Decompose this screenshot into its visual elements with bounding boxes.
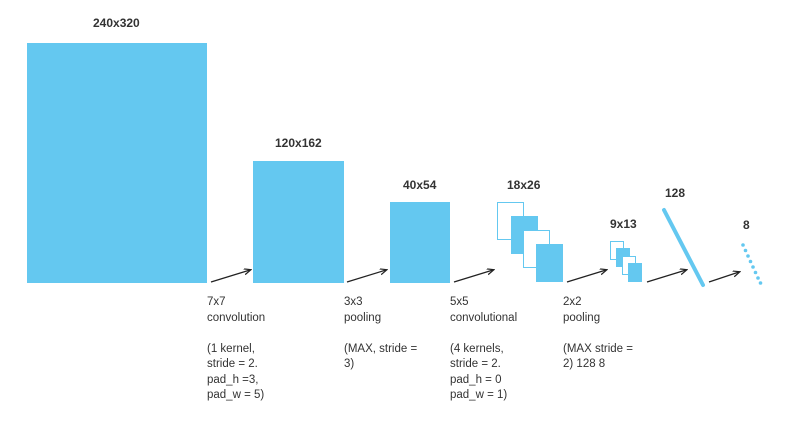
pool1-output-block — [390, 202, 450, 283]
arrow-fc1-to-fc2 — [708, 272, 739, 283]
arrow-input-to-conv1 — [210, 270, 250, 283]
conv2-operation-description: 5x5 convolutional (4 kernels, stride = 2… — [450, 296, 518, 401]
conv2-feature-map-4 — [536, 244, 563, 282]
pool2-size-label: 9x13 — [610, 217, 637, 231]
arrow-conv2-to-pool2 — [566, 270, 606, 283]
pool1-operation-description: 3x3 pooling (MAX, stride = 3) — [344, 296, 418, 370]
arrow-pool2-to-fc1 — [646, 270, 686, 283]
fc2-size-label: 8 — [743, 218, 750, 232]
conv2-size-label: 18x26 — [507, 178, 541, 192]
conv1-size-label: 120x162 — [275, 136, 322, 150]
fc1-vector — [662, 208, 705, 287]
conv1-operation-description: 7x7 convolution (1 kernel, stride = 2. p… — [207, 296, 266, 401]
pool1-size-label: 40x54 — [403, 178, 437, 192]
pool2-feature-map-4 — [628, 263, 642, 282]
fc2-vector — [741, 243, 763, 285]
input-layer-block — [27, 43, 207, 283]
conv1-output-block — [253, 161, 344, 283]
arrow-pool1-to-conv2 — [453, 270, 493, 283]
fc1-size-label: 128 — [665, 186, 686, 200]
arrow-conv1-to-pool1 — [346, 270, 386, 283]
input-size-label: 240x320 — [93, 16, 140, 30]
pool2-operation-description: 2x2 pooling (MAX stride = 2) 128 8 — [563, 296, 633, 370]
